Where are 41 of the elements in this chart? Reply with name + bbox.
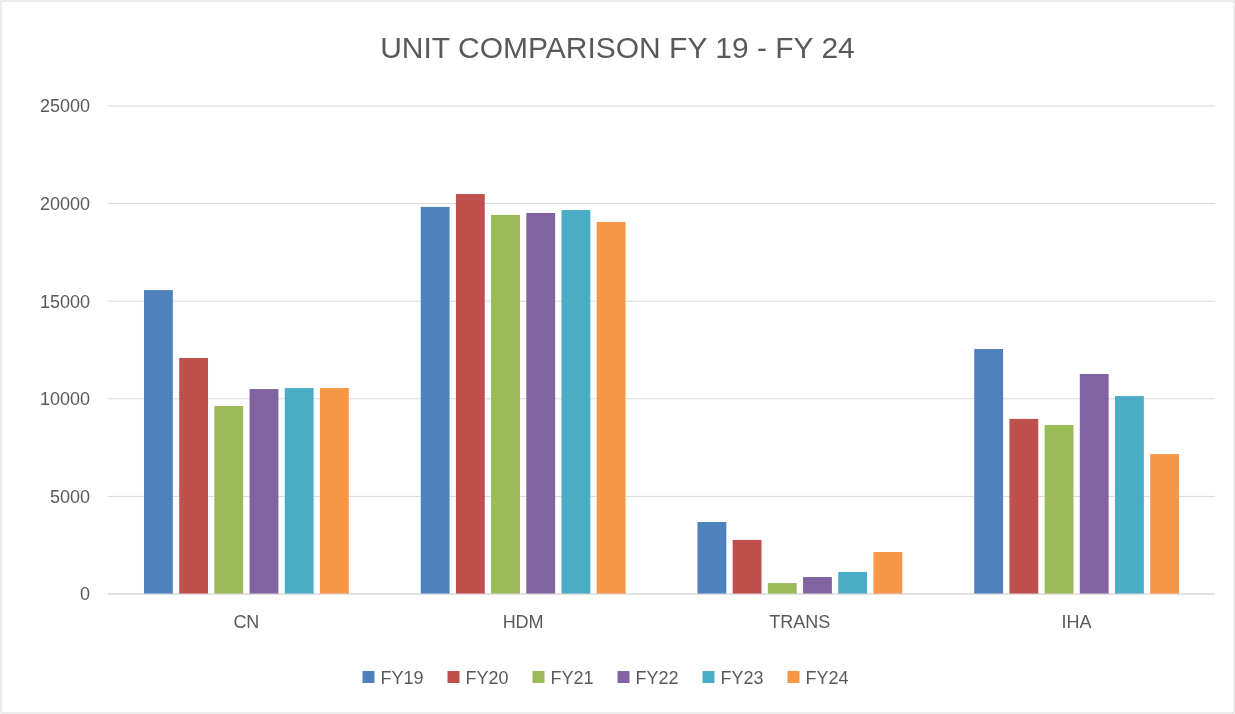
bar — [455, 194, 485, 594]
bar — [1044, 424, 1074, 594]
bar — [803, 577, 832, 594]
y-tick-label: 25000 — [39, 96, 90, 117]
chart-title: UNIT COMPARISON FY 19 - FY 24 — [380, 31, 855, 64]
bar — [179, 358, 209, 594]
bar — [526, 212, 556, 594]
bar — [1079, 374, 1109, 594]
bar — [732, 539, 762, 594]
y-tick-label: 15000 — [39, 291, 90, 312]
x-tick-label: CN — [233, 612, 260, 632]
bar — [1150, 454, 1180, 594]
y-tick-label: 10000 — [39, 389, 90, 410]
bar — [873, 552, 903, 594]
bar — [596, 221, 626, 594]
bar — [284, 388, 314, 594]
bar — [319, 388, 349, 594]
bar — [838, 571, 868, 594]
legend-label: FY20 — [465, 668, 509, 689]
bar — [561, 210, 591, 594]
x-tick-label: HDM — [502, 612, 544, 632]
bar — [767, 583, 797, 594]
bar — [214, 406, 244, 594]
y-tick-label: 5000 — [49, 486, 90, 507]
legend-label: FY24 — [805, 668, 849, 689]
x-tick-label: IHA — [1061, 612, 1092, 632]
bar — [491, 214, 520, 594]
bar — [143, 290, 173, 594]
y-tick-label: 0 — [79, 584, 90, 605]
legend-label: FY23 — [720, 668, 764, 689]
bar — [1009, 418, 1039, 594]
x-tick-label: TRANS — [769, 612, 831, 632]
bar — [697, 521, 727, 594]
legend-label: FY21 — [550, 668, 594, 689]
legend-label: FY22 — [635, 668, 679, 689]
bar — [974, 349, 1004, 594]
bar — [249, 389, 279, 594]
bar — [420, 206, 450, 594]
bar — [1114, 396, 1144, 594]
legend-label: FY19 — [380, 668, 424, 689]
y-tick-label: 20000 — [39, 193, 90, 214]
